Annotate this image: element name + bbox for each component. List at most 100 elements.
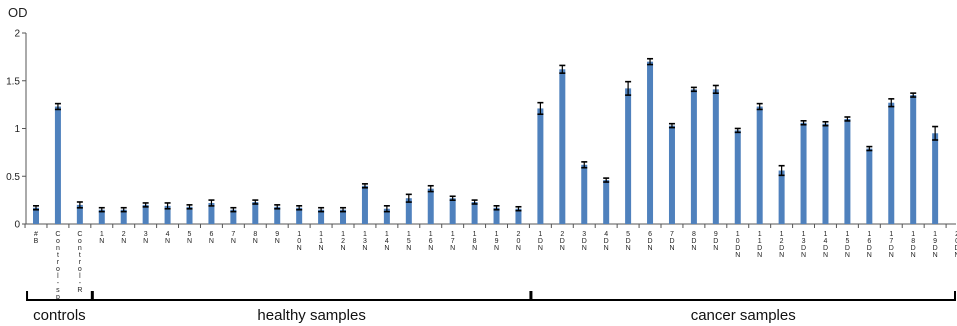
bar-14DN xyxy=(822,123,829,224)
bar-2N xyxy=(120,209,127,224)
error-bar-12DN xyxy=(778,164,785,177)
error-bar-19N xyxy=(493,205,500,211)
bar-19DN xyxy=(932,133,939,224)
error-bar-1DN xyxy=(537,101,544,116)
bar-Control-R xyxy=(76,204,83,224)
error-bar-13DN xyxy=(800,120,807,126)
error-bar-11DN xyxy=(756,102,763,111)
bar-12N xyxy=(340,209,347,224)
y-tick-label: 0 xyxy=(14,220,20,231)
error-bar-20N xyxy=(515,205,522,212)
error-bar-10N xyxy=(296,205,303,211)
bar-Control-sp xyxy=(54,106,61,224)
error-bar-7DN xyxy=(668,122,675,129)
x-tick-label-20DN: 20DN xyxy=(955,231,957,259)
bar-3N xyxy=(142,204,149,224)
bar-14N xyxy=(383,208,390,224)
group-label: healthy samples xyxy=(257,307,365,324)
bar-4N xyxy=(164,205,171,224)
error-bar-2DN xyxy=(559,64,566,74)
error-bar-14DN xyxy=(822,120,829,127)
error-bar-#1-B xyxy=(33,205,39,211)
bar-16N xyxy=(427,188,434,224)
error-bar-1N xyxy=(98,206,105,213)
bar-18DN xyxy=(910,95,917,224)
error-bar-5N xyxy=(186,204,193,210)
error-bar-12N xyxy=(340,206,347,213)
error-bar-2N xyxy=(120,206,127,213)
group-bracket xyxy=(91,291,532,301)
error-bar-16DN xyxy=(866,145,873,152)
error-bar-19DN xyxy=(932,125,939,141)
bar-17DN xyxy=(888,102,895,224)
error-bar-18DN xyxy=(910,92,917,98)
bar-2DN xyxy=(559,69,566,224)
error-bar-18N xyxy=(471,199,478,205)
bar-1N xyxy=(98,209,105,224)
bar-1DN xyxy=(537,108,544,224)
bar-15N xyxy=(405,198,412,224)
error-bar-11N xyxy=(318,206,325,213)
y-tick-label: 1.5 xyxy=(6,76,20,87)
group-label: controls xyxy=(33,307,86,324)
bar-16DN xyxy=(866,148,873,224)
group-bracket xyxy=(530,291,956,301)
bar-4DN xyxy=(603,180,610,224)
bars xyxy=(33,61,939,225)
error-bar-Control-sp xyxy=(54,102,61,111)
error-bar-6DN xyxy=(647,57,654,66)
bar-13DN xyxy=(800,122,807,224)
bar-8N xyxy=(252,202,259,224)
error-bar-8N xyxy=(252,199,259,205)
bar-#1-B xyxy=(33,207,39,224)
error-bar-4N xyxy=(164,202,171,210)
bar-5N xyxy=(186,206,193,224)
bar-12DN xyxy=(778,170,785,224)
bar-17N xyxy=(449,198,456,224)
bar-13N xyxy=(361,185,368,224)
bar-15DN xyxy=(844,118,851,224)
error-bar-15DN xyxy=(844,116,851,122)
error-bar-Control-R xyxy=(76,201,83,209)
error-bar-6N xyxy=(208,199,215,207)
y-tick-label: 1 xyxy=(14,124,20,135)
error-bar-7N xyxy=(230,206,237,213)
error-bar-17DN xyxy=(888,98,895,108)
error-bar-8DN xyxy=(690,86,697,93)
error-bar-3N xyxy=(142,202,149,208)
sample-groups: controls healthy samples cancer samples xyxy=(26,291,956,324)
group-label: cancer samples xyxy=(691,307,796,324)
bar-19N xyxy=(493,207,500,224)
error-bar-9N xyxy=(274,204,281,210)
